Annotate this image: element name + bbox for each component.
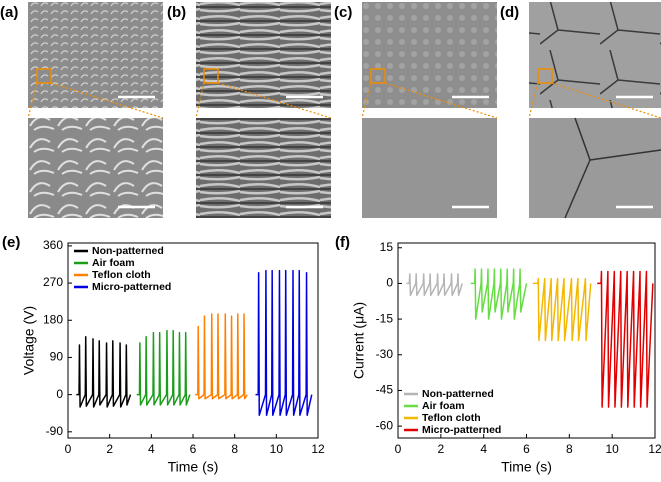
y-axis-label: Current (μA) xyxy=(351,302,367,379)
x-tick-label: 0 xyxy=(65,442,72,456)
panel-label: (f) xyxy=(335,234,350,251)
scale-bars xyxy=(118,95,653,209)
x-tick-label: 6 xyxy=(523,442,530,456)
y-tick-label: -15 xyxy=(376,311,394,325)
zoom-lines xyxy=(27,82,661,119)
sem-image xyxy=(196,2,331,108)
series-line xyxy=(470,268,528,320)
x-axis-label: Time (s) xyxy=(501,459,552,475)
sem-image xyxy=(196,118,331,218)
chart: (f) 0 2 4 6 8 10 12 -60 -45 -30 -15 0 15 Time (s) Curre… xyxy=(335,234,661,475)
texture xyxy=(564,117,661,219)
sem-image xyxy=(529,118,661,218)
x-tick-label: 10 xyxy=(605,442,619,456)
legend-label: Teflon cloth xyxy=(422,412,481,424)
x-tick-label: 2 xyxy=(106,442,113,456)
series-line xyxy=(597,270,654,408)
y-tick-label: -30 xyxy=(376,347,394,361)
sem-image xyxy=(28,2,163,108)
legend-label: Teflon cloth xyxy=(92,269,151,281)
series-line xyxy=(255,269,313,417)
series-line xyxy=(76,336,132,408)
legend-label: Air foam xyxy=(92,257,135,269)
panel-label: (a) xyxy=(0,4,18,21)
panel-label: (c) xyxy=(334,4,352,21)
x-tick-label: 10 xyxy=(270,442,284,456)
series-line xyxy=(136,329,191,406)
sem-image xyxy=(28,118,163,218)
panel-label: (b) xyxy=(167,4,186,21)
y-tick-label: -90 xyxy=(46,424,64,438)
x-tick-label: 8 xyxy=(231,442,238,456)
sem-image xyxy=(362,118,497,218)
x-tick-label: 8 xyxy=(566,442,573,456)
x-axis-label: Time (s) xyxy=(168,459,219,475)
x-tick-label: 4 xyxy=(148,442,155,456)
y-tick-label: 90 xyxy=(50,350,64,364)
y-tick-label: 15 xyxy=(380,240,394,254)
sem-image xyxy=(529,2,661,108)
y-tick-label: 0 xyxy=(386,276,393,290)
x-tick-label: 4 xyxy=(480,442,487,456)
y-tick-label: 360 xyxy=(43,238,63,252)
series-line xyxy=(195,313,248,400)
y-tick-label: 180 xyxy=(43,312,63,326)
sem-panels: (a) (b) (c) (d) xyxy=(0,2,661,219)
x-tick-label: 2 xyxy=(437,442,444,456)
x-tick-label: 0 xyxy=(395,442,402,456)
y-tick-label: -45 xyxy=(376,383,394,397)
panel-label: (d) xyxy=(500,4,519,21)
zoom-boxes xyxy=(36,68,553,84)
x-tick-label: 6 xyxy=(190,442,197,456)
y-tick-label: 0 xyxy=(56,387,63,401)
legend-label: Non-patterned xyxy=(92,245,164,257)
x-tick-label: 12 xyxy=(648,442,661,456)
sem-image xyxy=(362,2,497,108)
y-tick-label: 270 xyxy=(43,275,63,289)
panel-label: (e) xyxy=(2,234,20,251)
legend-label: Non-patterned xyxy=(422,388,494,400)
y-tick-label: -60 xyxy=(376,418,394,432)
y-axis-label: Voltage (V) xyxy=(21,306,37,375)
legend-label: Micro-patterned xyxy=(422,424,501,436)
legend-label: Micro-patterned xyxy=(92,281,171,293)
series-line xyxy=(406,273,463,297)
legend-label: Air foam xyxy=(422,400,465,412)
series-line xyxy=(532,277,592,342)
x-tick-label: 12 xyxy=(311,442,325,456)
